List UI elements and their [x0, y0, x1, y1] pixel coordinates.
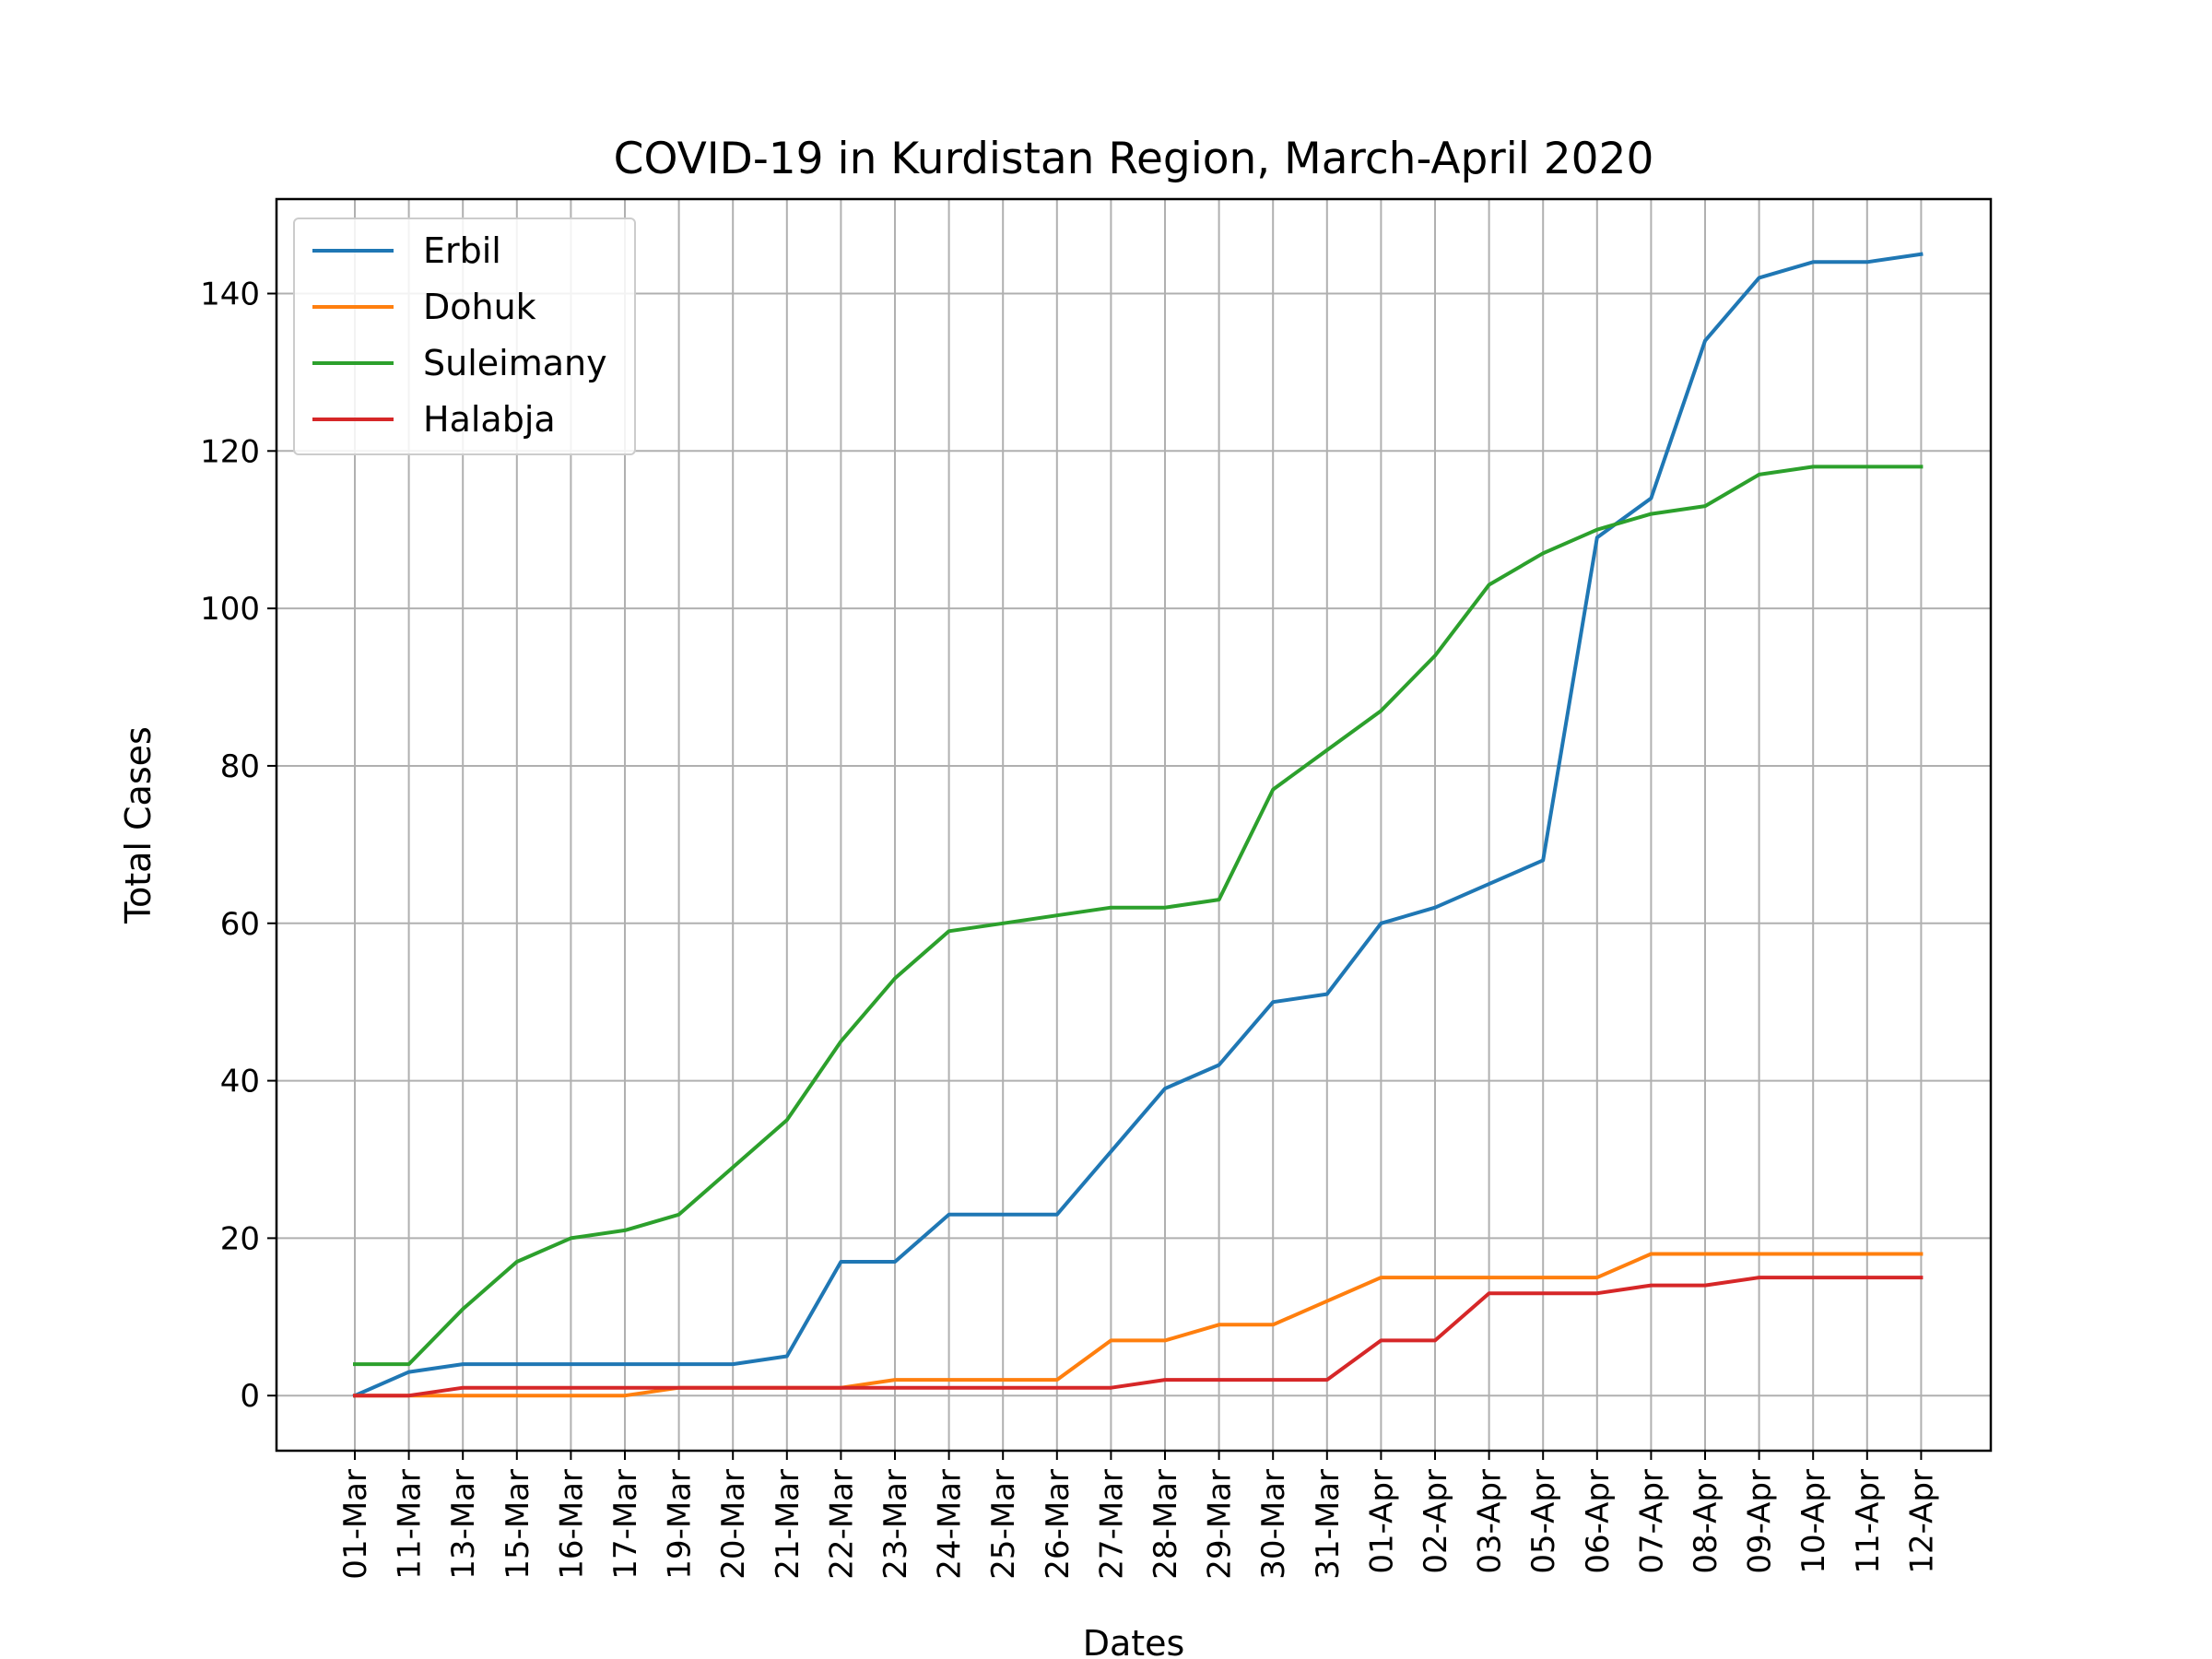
series-line-dohuk — [353, 1252, 1924, 1398]
x-tick-label: 30-Mar — [1255, 1469, 1292, 1580]
y-tick-label: 60 — [220, 906, 260, 943]
x-tick-label: 11-Apr — [1850, 1469, 1887, 1574]
x-tick-label: 29-Mar — [1202, 1469, 1239, 1580]
y-axis-label: Total Cases — [118, 726, 159, 924]
x-tick-label: 02-Apr — [1418, 1469, 1454, 1574]
y-tick-label: 40 — [220, 1064, 260, 1100]
y-tick-label: 140 — [200, 276, 260, 312]
x-tick-label: 26-Mar — [1040, 1469, 1077, 1580]
legend-label-halabja: Halabja — [423, 399, 556, 440]
x-tick-label: 28-Mar — [1147, 1469, 1184, 1580]
x-tick-label: 12-Apr — [1903, 1469, 1940, 1574]
x-tick-label: 13-Mar — [445, 1469, 482, 1580]
x-tick-label: 22-Mar — [823, 1469, 860, 1580]
y-tick-label: 100 — [200, 591, 260, 628]
x-tick-label: 15-Mar — [500, 1469, 536, 1580]
x-tick-label: 20-Mar — [715, 1469, 752, 1580]
y-tick-label: 80 — [220, 748, 260, 785]
legend-label-erbil: Erbil — [423, 230, 501, 271]
x-tick-label: 01-Apr — [1363, 1469, 1400, 1574]
legend-label-suleimany: Suleimany — [423, 343, 607, 383]
legend: Erbil Dohuk Suleimany Halabja — [293, 218, 636, 455]
x-tick-label: 27-Mar — [1093, 1469, 1130, 1580]
x-tick-label: 08-Apr — [1688, 1469, 1724, 1574]
x-tick-label: 10-Apr — [1795, 1469, 1832, 1574]
x-tick-label: 03-Apr — [1472, 1469, 1509, 1574]
legend-label-dohuk: Dohuk — [423, 287, 536, 327]
x-tick-label: 06-Apr — [1580, 1469, 1617, 1574]
x-tick-label: 19-Mar — [662, 1469, 699, 1580]
x-tick-label: 09-Apr — [1742, 1469, 1779, 1574]
x-tick-label: 17-Mar — [607, 1469, 644, 1580]
x-axis-label: Dates — [1083, 1623, 1185, 1659]
x-tick-label: 16-Mar — [553, 1469, 590, 1580]
x-tick-label: 11-Mar — [392, 1469, 429, 1580]
y-tick-label: 20 — [220, 1220, 260, 1257]
legend-box — [293, 218, 636, 455]
y-tick-label: 120 — [200, 433, 260, 470]
x-tick-label: 01-Mar — [337, 1469, 374, 1580]
x-tick-label: 05-Apr — [1525, 1469, 1562, 1574]
plot-frame — [275, 197, 1993, 1453]
series-line-halabja — [353, 1276, 1924, 1398]
x-axis: 01-Mar 11-Mar 13-Mar 15-Mar 16-Mar 17-Mar 19-M… — [337, 1451, 1940, 1580]
y-axis: 0 20 40 60 80 100 120 140 — [200, 276, 276, 1415]
x-tick-label: 25-Mar — [985, 1469, 1022, 1580]
series-line-suleimany — [353, 465, 1924, 1367]
series-line-erbil — [352, 252, 1924, 1398]
x-tick-label: 23-Mar — [877, 1469, 914, 1580]
x-tick-label: 31-Mar — [1310, 1469, 1347, 1580]
x-tick-label: 24-Mar — [932, 1469, 969, 1580]
series-lines — [352, 252, 1924, 1398]
x-tick-label: 07-Apr — [1633, 1469, 1670, 1574]
chart-title: COVID-19 in Kurdistan Region, March-Apri… — [614, 134, 1654, 184]
y-tick-label: 0 — [240, 1378, 260, 1415]
x-tick-label: 21-Mar — [770, 1469, 806, 1580]
